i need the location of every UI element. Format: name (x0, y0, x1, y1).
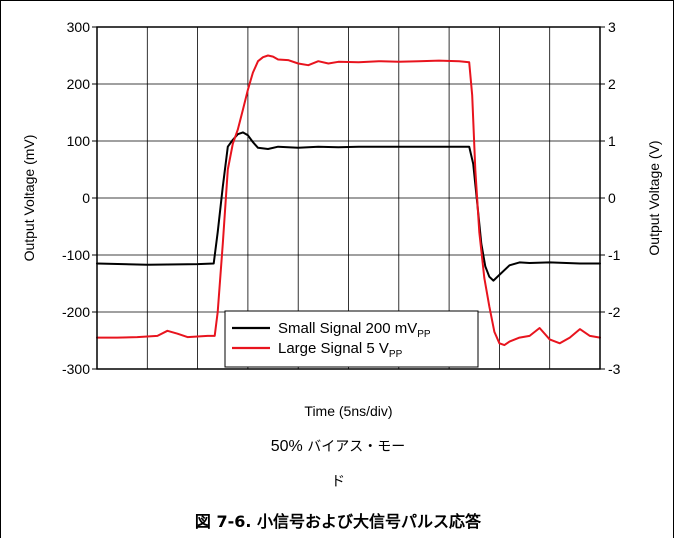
y-axis-label-left: Output Voltage (mV) (21, 135, 37, 262)
figure-title: 図 7-6. 小信号および大信号パルス応答 (194, 512, 482, 531)
right-tick-label: -1 (608, 247, 621, 263)
left-tick-label: -100 (62, 247, 90, 263)
caption-percent: 50% (270, 438, 303, 455)
legend-label-small-signal-subscript: PP (417, 329, 431, 340)
left-tick-label: 300 (67, 19, 91, 35)
caption-bias-mode: 50% バイアス・モー (0, 436, 676, 456)
legend-box (224, 310, 479, 368)
legend-label-small-signal-main: Small Signal 200 mV (278, 320, 417, 337)
left-tick-label: 200 (67, 76, 91, 92)
caption-bias-mode-continued: ド (331, 474, 345, 490)
legend-label-large-signal: Large Signal 5 VPP (278, 340, 403, 360)
legend: Small Signal 200 mVPP Large Signal 5 VPP (224, 310, 479, 368)
right-tick-label: 3 (608, 19, 616, 35)
frame-border-left (0, 0, 1, 538)
x-axis-label: Time (5ns/div) (304, 403, 392, 419)
right-tick-label: 0 (608, 190, 616, 206)
legend-label-large-signal-subscript: PP (389, 349, 403, 360)
left-tick-label: 100 (67, 133, 91, 149)
grid-lines (97, 27, 600, 369)
pulse-response-chart: 300 200 100 0 -100 -200 -300 3 2 1 0 -1 -2 -3 Output… (21, 19, 662, 419)
right-axis-ticks: 3 2 1 0 -1 -2 -3 (600, 19, 621, 377)
left-axis-ticks: 300 200 100 0 -100 -200 -300 (62, 19, 97, 377)
left-tick-label: -300 (62, 361, 90, 377)
right-tick-label: 2 (608, 76, 616, 92)
series-line-large-signal (96, 54, 601, 347)
frame-border-right (673, 0, 674, 538)
series-line-small-signal (96, 131, 601, 282)
right-tick-label: -3 (608, 361, 621, 377)
left-tick-label: -200 (62, 304, 90, 320)
right-tick-label: -2 (608, 304, 621, 320)
right-tick-label: 1 (608, 133, 616, 149)
legend-label-small-signal: Small Signal 200 mVPP (278, 320, 431, 340)
y-axis-label-right: Output Voltage (V) (646, 140, 662, 255)
series-layer (96, 54, 601, 347)
legend-label-large-signal-main: Large Signal 5 V (278, 340, 389, 357)
caption-bias-mode-text: バイアス・モー (302, 439, 406, 455)
frame-border-top (0, 0, 674, 1)
left-tick-label: 0 (82, 190, 90, 206)
